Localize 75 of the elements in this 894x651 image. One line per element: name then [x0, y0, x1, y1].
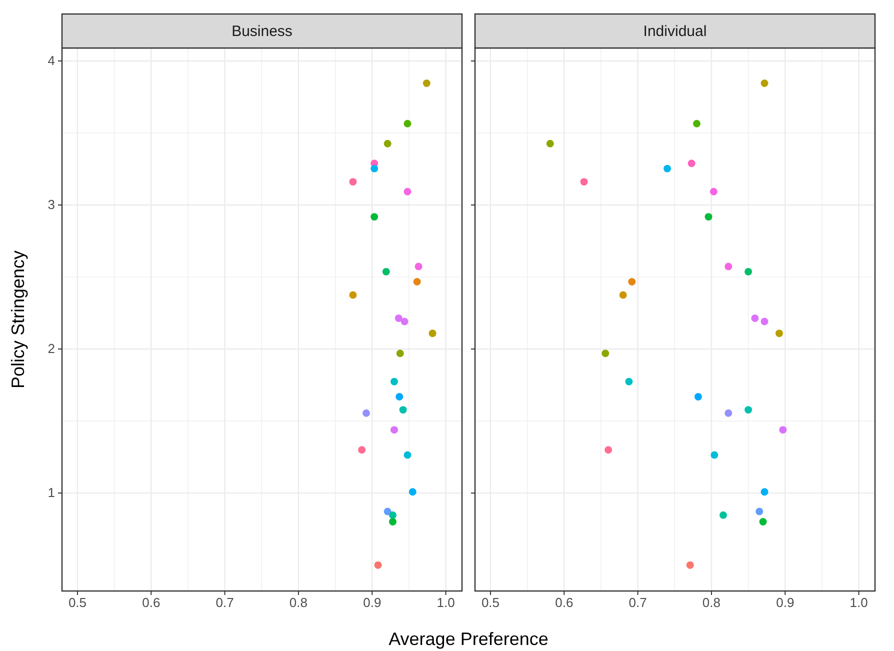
point [390, 426, 398, 434]
point [408, 488, 416, 496]
point [374, 561, 382, 569]
point [756, 508, 764, 516]
point [692, 120, 700, 128]
point [358, 446, 366, 454]
point [384, 140, 392, 148]
point [413, 278, 421, 286]
x-tick-label: 0.6 [142, 595, 160, 610]
point [384, 508, 392, 516]
x-tick-label: 0.5 [68, 595, 87, 610]
point [760, 318, 768, 326]
point [396, 350, 404, 358]
point [389, 518, 396, 526]
point [404, 120, 412, 128]
point [688, 160, 696, 168]
x-tick-label: 0.7 [216, 595, 234, 610]
point [775, 330, 783, 338]
point [428, 330, 436, 338]
point [604, 446, 612, 454]
point [760, 488, 768, 496]
point [382, 268, 390, 276]
point [710, 451, 718, 459]
x-tick-label: 1.0 [850, 595, 868, 610]
y-tick-label: 4 [48, 53, 55, 68]
point [759, 518, 767, 526]
point [349, 291, 357, 299]
y-tick-label: 2 [48, 341, 55, 356]
y-tick-label: 3 [48, 197, 55, 212]
point [404, 188, 412, 196]
point [389, 511, 396, 519]
point [628, 278, 636, 286]
point [414, 262, 422, 270]
point [619, 291, 627, 299]
x-axis-title: Average Preference [388, 629, 548, 649]
x-tick-label: 0.9 [363, 595, 382, 610]
x-tick-label: 0.5 [481, 595, 500, 610]
y-tick-label: 1 [48, 485, 55, 500]
x-tick-label: 1.0 [436, 595, 455, 610]
point [724, 409, 732, 417]
chart-title: Business [232, 23, 292, 40]
x-tick-label: 0.9 [776, 595, 794, 610]
point [751, 314, 759, 322]
point [370, 164, 378, 172]
chart-title: Individual [643, 23, 707, 40]
point [710, 188, 718, 196]
point [760, 80, 768, 88]
point [396, 392, 404, 400]
point [744, 406, 752, 414]
y-axis-title: Policy Stringency [8, 250, 28, 389]
point [422, 80, 430, 88]
point [404, 451, 412, 459]
point [394, 314, 402, 322]
point [724, 262, 732, 270]
point [720, 511, 727, 519]
point [349, 178, 357, 186]
point [664, 164, 672, 172]
point [546, 140, 554, 148]
x-tick-label: 0.6 [555, 595, 574, 610]
point [602, 350, 610, 358]
point [704, 213, 712, 221]
x-tick-label: 0.8 [289, 595, 308, 610]
point [400, 318, 408, 326]
point [744, 268, 752, 276]
point [399, 406, 407, 414]
point [370, 213, 378, 221]
point [362, 409, 370, 417]
point [625, 378, 633, 386]
point [686, 561, 694, 569]
point [779, 426, 787, 434]
x-tick-label: 0.7 [628, 595, 647, 610]
point [580, 178, 588, 186]
point [390, 378, 398, 386]
point [694, 392, 702, 400]
x-tick-label: 0.8 [702, 595, 721, 610]
